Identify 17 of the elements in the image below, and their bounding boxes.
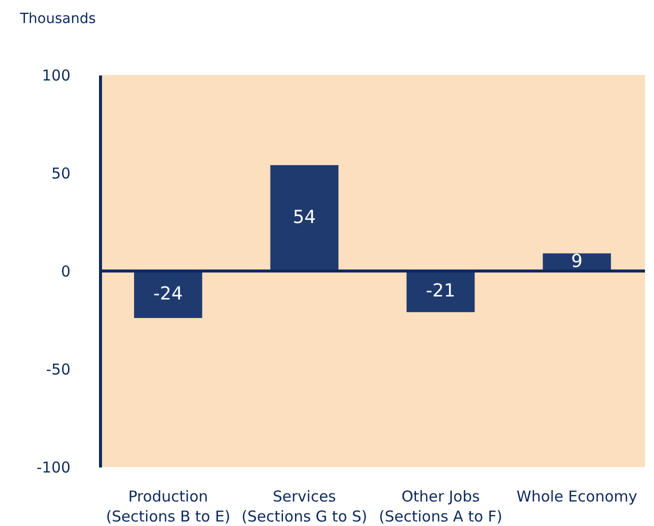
bar [134, 271, 202, 318]
data-label: -24 [153, 284, 183, 305]
x-tick-label: Production (Sections B to E) [106, 488, 230, 526]
data-label: 54 [292, 207, 316, 228]
y-axis-title: Thousands [19, 11, 96, 27]
data-label: -21 [426, 280, 456, 302]
data-label: 9 [571, 251, 583, 272]
x-tick-label: Other Jobs (Sections A to F) [378, 488, 502, 526]
x-tick-label: Whole Economy [516, 488, 638, 506]
y-tick-label: 50 [51, 164, 70, 182]
bar [270, 165, 338, 271]
y-tick-label: -50 [46, 360, 70, 378]
x-tick-label: Services (Sections G to S) [241, 488, 368, 526]
bar [406, 271, 475, 312]
y-tick-label: 0 [60, 262, 70, 280]
y-tick-label: -100 [36, 458, 70, 476]
y-tick-label: 100 [42, 66, 70, 84]
